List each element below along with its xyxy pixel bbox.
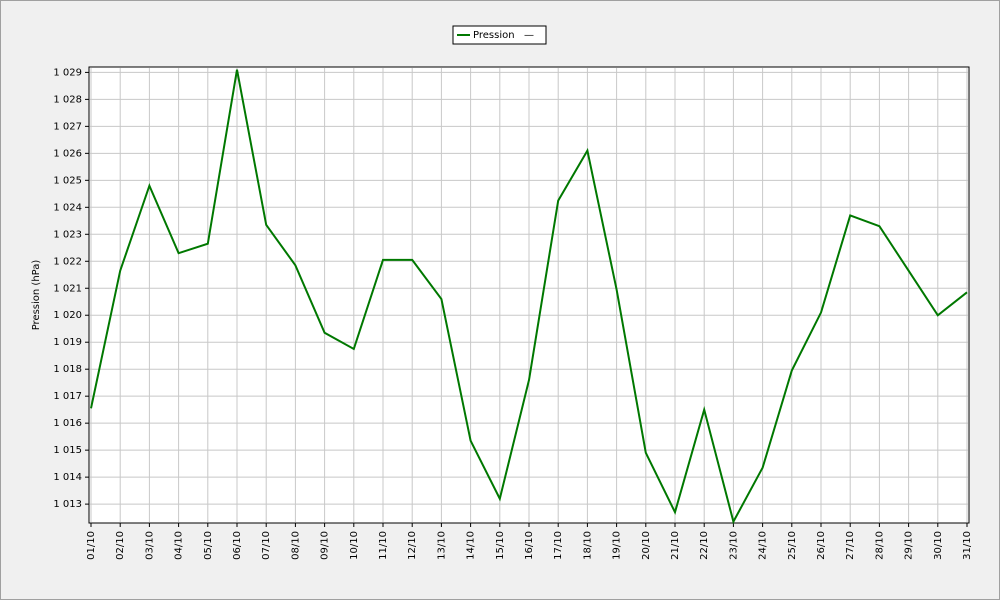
y-tick-label: 1 027: [53, 121, 82, 132]
x-tick-label: 06/10: [232, 531, 243, 560]
y-tick-label: 1 023: [53, 229, 82, 240]
y-tick-label: 1 029: [53, 67, 82, 78]
x-tick-label: 29/10: [904, 531, 915, 560]
y-tick-label: 1 020: [53, 310, 82, 321]
x-tick-label: 18/10: [582, 531, 593, 560]
x-tick-label: 05/10: [203, 531, 214, 560]
y-tick-label: 1 015: [53, 445, 82, 456]
x-tick-label: 19/10: [612, 531, 623, 560]
x-tick-label: 21/10: [670, 531, 681, 560]
y-tick-label: 1 018: [53, 364, 82, 375]
x-tick-label: 31/10: [962, 531, 973, 560]
x-tick-label: 15/10: [495, 531, 506, 560]
y-tick-label: 1 013: [53, 499, 82, 510]
x-tick-label: 22/10: [699, 531, 710, 560]
x-tick-label: 10/10: [349, 531, 360, 560]
y-tick-label: 1 028: [53, 94, 82, 105]
x-tick-label: 25/10: [787, 531, 798, 560]
line-series: [90, 69, 968, 525]
y-tick-label: 1 025: [53, 175, 82, 186]
y-tick-label: 1 014: [53, 472, 82, 483]
y-tick-label: 1 021: [53, 283, 82, 294]
legend-marker: —: [524, 30, 534, 41]
x-tick-label: 13/10: [436, 531, 447, 560]
x-tick-label: 14/10: [466, 531, 477, 560]
x-tick-label: 28/10: [874, 531, 885, 560]
x-tick-label: 30/10: [933, 531, 944, 560]
x-tick-label: 26/10: [816, 531, 827, 560]
legend: Pression —: [452, 25, 547, 45]
x-tick-label: 20/10: [641, 531, 652, 560]
x-tick-label: 04/10: [174, 531, 185, 560]
legend-box: [452, 25, 547, 45]
y-tick-label: 1 019: [53, 337, 82, 348]
legend-label: Pression: [473, 30, 515, 41]
x-tick-label: 07/10: [261, 531, 272, 560]
x-tick-label: 27/10: [845, 531, 856, 560]
x-tick-label: 01/10: [86, 531, 97, 560]
x-tick-label: 11/10: [378, 531, 389, 560]
x-tick-label: 09/10: [320, 531, 331, 560]
x-tick-label: 17/10: [553, 531, 564, 560]
y-tick-label: 1 024: [53, 202, 82, 213]
x-tick-label: 23/10: [728, 531, 739, 560]
y-tick-label: 1 022: [53, 256, 82, 267]
x-tick-label: 02/10: [115, 531, 126, 560]
x-tick-label: 16/10: [524, 531, 535, 560]
y-tick-label: 1 017: [53, 391, 82, 402]
y-tick-label: 1 026: [53, 148, 82, 159]
y-axis-label: Pression (hPa): [31, 260, 42, 331]
x-tick-label: 08/10: [290, 531, 301, 560]
x-tick-label: 24/10: [758, 531, 769, 560]
y-tick-label: 1 016: [53, 418, 82, 429]
x-tick-label: 03/10: [144, 531, 155, 560]
x-tick-label: 12/10: [407, 531, 418, 560]
